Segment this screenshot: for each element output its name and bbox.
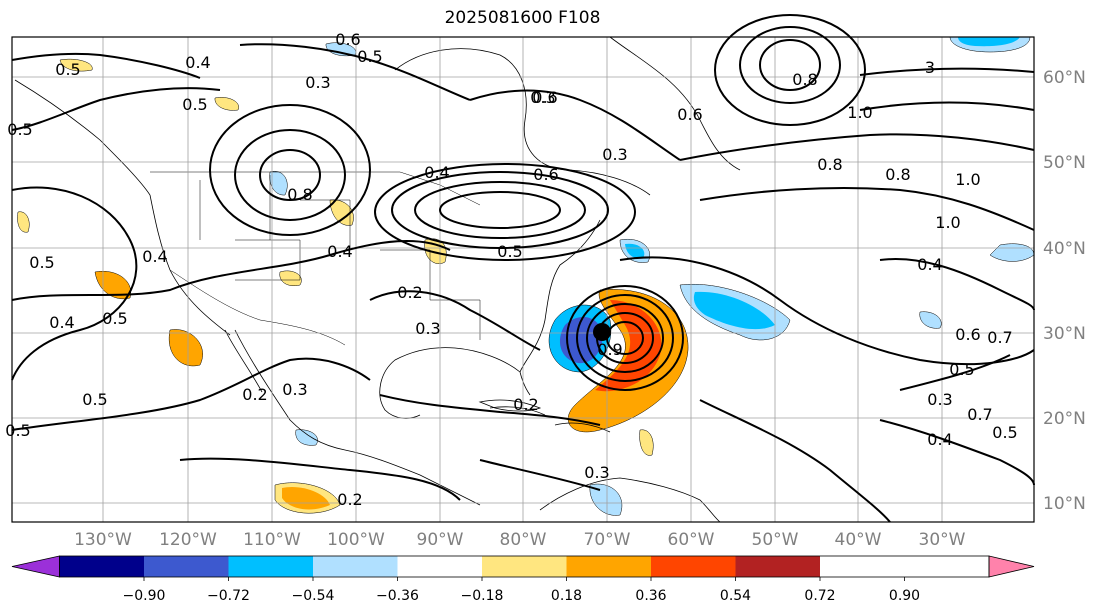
colorbar-tick-label: 0.72 — [804, 588, 835, 604]
colorbar-tick-label: 0.36 — [635, 588, 666, 604]
colorbar-segment — [566, 556, 651, 577]
contour-label: 0.5 — [29, 253, 54, 272]
contour-label: 1.0 — [847, 103, 872, 122]
latitude-label: 20°N — [1043, 409, 1086, 429]
contour-label: 0.8 — [885, 165, 910, 184]
contour-label: 0.5 — [5, 421, 30, 440]
colorbar-tick-label: −0.72 — [207, 588, 250, 604]
colorbar-segment — [228, 556, 313, 577]
contour-label: 0.5 — [949, 360, 974, 379]
contour-label: 0.4 — [917, 255, 942, 274]
longitude-label: 50°W — [752, 530, 799, 550]
contour-label: 0.4 — [49, 313, 74, 332]
graticule — [12, 37, 1034, 522]
contour-label: 0.5 — [497, 242, 522, 261]
longitude-label: 70°W — [584, 530, 631, 550]
contour-label: 0.3 — [530, 88, 555, 107]
colorbar-tick-label: 0.54 — [720, 588, 751, 604]
latitude-label: 30°N — [1043, 324, 1086, 344]
contour-label: 0.9 — [597, 340, 622, 359]
longitude-label: 80°W — [500, 530, 547, 550]
colorbar-segment — [735, 556, 820, 577]
contour-label: 0.5 — [102, 309, 127, 328]
contour-label: 0.7 — [987, 328, 1012, 347]
contour-label: 0.2 — [513, 395, 538, 414]
longitude-label: 110°W — [243, 530, 301, 550]
contour-label: 0.5 — [55, 60, 80, 79]
plot-frame — [11, 36, 1035, 523]
colorbar-segment — [144, 556, 229, 577]
storm-center-marker — [593, 323, 611, 341]
longitude-labels: 130°W 120°W 110°W 100°W 90°W 80°W 70°W 60°W 50°W… — [74, 530, 966, 550]
shaded-anomaly-fills — [17, 36, 1035, 516]
colorbar-segment — [59, 556, 144, 577]
colorbar-segment — [313, 556, 398, 577]
contour-label: 0.4 — [927, 430, 952, 449]
contour-label: 0.4 — [185, 53, 210, 72]
contour-label: 0.3 — [415, 319, 440, 338]
contour-label: 0.3 — [305, 73, 330, 92]
longitude-label: 90°W — [417, 530, 464, 550]
longitude-label: 30°W — [919, 530, 966, 550]
contour-label: 0.4 — [142, 247, 167, 266]
colorbar-tick-label: 0.18 — [551, 588, 582, 604]
contour-label: 0.5 — [82, 390, 107, 409]
contour-label: 0.6 — [335, 30, 360, 49]
contour-label: 0.7 — [967, 405, 992, 424]
longitude-label: 130°W — [74, 530, 132, 550]
longitude-label: 40°W — [835, 530, 882, 550]
colorbar-tick-label: −0.36 — [376, 588, 419, 604]
colorbar-outline — [59, 555, 990, 578]
colorbar-segment — [397, 556, 482, 577]
contour-label: 0.6 — [677, 105, 702, 124]
contour-label: 1.0 — [935, 213, 960, 232]
longitude-label: 60°W — [668, 530, 715, 550]
contour-label: 0.4 — [424, 163, 449, 182]
contour-label: 0.3 — [927, 390, 952, 409]
contour-label: 0.5 — [7, 120, 32, 139]
latitude-label: 40°N — [1043, 239, 1086, 259]
longitude-label: 120°W — [159, 530, 217, 550]
colorbar-segment — [482, 556, 567, 577]
latitude-label: 50°N — [1043, 153, 1086, 173]
colorbar — [11, 555, 1035, 578]
colorbar-tick-label: 0.90 — [889, 588, 920, 604]
colorbar-tick-label: −0.18 — [461, 588, 504, 604]
political-borders — [150, 171, 481, 346]
contour-label: 0.8 — [817, 155, 842, 174]
contour-label: 1.0 — [955, 170, 980, 189]
colorbar-tick-label: −0.90 — [123, 588, 166, 604]
latitude-labels: 60°N 50°N 40°N 30°N 20°N 10°N — [1043, 68, 1086, 514]
contour-label: 0.8 — [792, 70, 817, 89]
colorbar-segment — [651, 556, 736, 577]
contour-label: 0.2 — [397, 283, 422, 302]
contour-label: 0.3 — [584, 463, 609, 482]
contour-label: 0.3 — [282, 380, 307, 399]
contour-label-group: 0.50.40.30.50.60.50.30.60.30.80.4 0.60.50… — [5, 30, 1017, 509]
longitude-label: 100°W — [327, 530, 385, 550]
colorbar-tick-labels: −0.90 −0.72 −0.54 −0.36 −0.18 0.18 0.36 0.54 0.7… — [123, 577, 920, 604]
contour-label: 3 — [925, 58, 935, 77]
contour-label: 0.5 — [992, 423, 1017, 442]
map-title: 2025081600 F108 — [444, 8, 601, 28]
contour-label: 0.8 — [287, 185, 312, 204]
contour-label: 0.2 — [337, 490, 362, 509]
contour-label: 0.4 — [327, 242, 352, 261]
contour-label: 0.6 — [532, 88, 557, 107]
contour-label: 0.5 — [182, 95, 207, 114]
contour-label: 0.6 — [533, 165, 558, 184]
contour-label: 0.5 — [357, 47, 382, 66]
colorbar-extend-min — [11, 555, 60, 578]
contour-lines — [11, 14, 1035, 523]
contour-label: 0.2 — [242, 385, 267, 404]
contour-label: 0.3 — [602, 145, 627, 164]
contour-label: 0.6 — [955, 325, 980, 344]
latitude-label: 10°N — [1043, 494, 1086, 514]
latitude-label: 60°N — [1043, 68, 1086, 88]
colorbar-extend-max — [988, 555, 1035, 578]
colorbar-tick-label: −0.54 — [292, 588, 335, 604]
